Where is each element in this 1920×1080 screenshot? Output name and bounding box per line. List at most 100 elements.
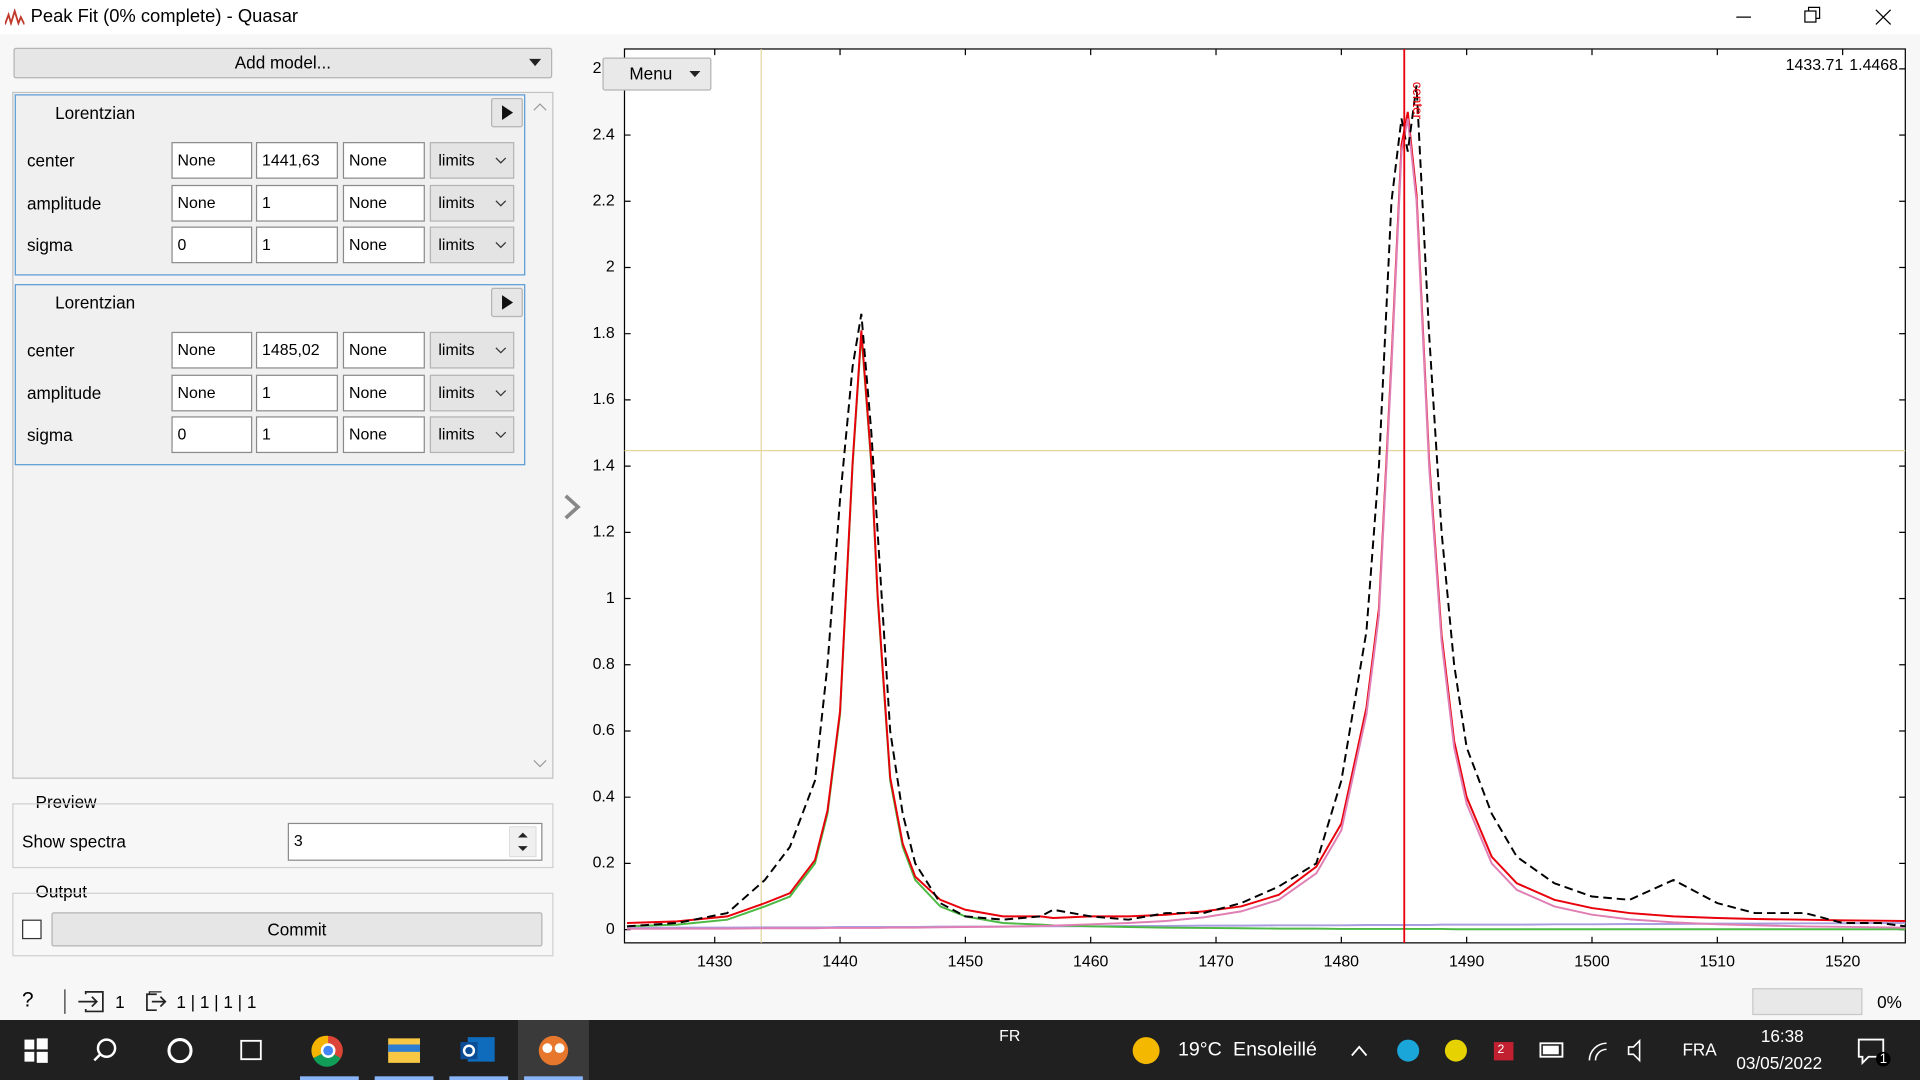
- x-tick-label: 1480: [1324, 954, 1360, 971]
- language: FRA: [1682, 1039, 1717, 1060]
- chevron: [495, 389, 507, 396]
- dropdown-arrow: [528, 58, 542, 67]
- param-field[interactable]: None: [171, 184, 253, 222]
- collapse-arrow[interactable]: [561, 492, 583, 521]
- add-model-label: Add model...: [234, 52, 331, 73]
- param-field[interactable]: 1: [255, 374, 338, 411]
- output-counts: 1 | 1 | 1 | 1: [176, 991, 257, 1012]
- param-field[interactable]: 1: [255, 226, 338, 264]
- limits-combo[interactable]: limits: [429, 226, 515, 264]
- y-tick-label: 0: [606, 921, 615, 938]
- output-title: Output: [35, 881, 87, 902]
- weather: Ensoleillé: [1233, 1039, 1317, 1061]
- show-spectra-spinbox[interactable]: 3: [287, 822, 543, 861]
- menu-button[interactable]: Menu: [602, 57, 712, 91]
- param-field[interactable]: 1: [255, 184, 338, 222]
- commit-button[interactable]: Commit: [51, 912, 543, 947]
- y-tick-label: 0.2: [593, 855, 615, 872]
- param-field[interactable]: None: [342, 226, 425, 264]
- param-field[interactable]: None: [342, 374, 425, 411]
- scroll-up[interactable]: [533, 102, 548, 112]
- limits-combo[interactable]: limits: [429, 184, 515, 222]
- x-tick-label: 1430: [697, 954, 733, 971]
- y-tick-label: 2.2: [593, 192, 615, 209]
- combo-arrow: [495, 389, 507, 396]
- y-tick-label: 1.2: [593, 524, 615, 541]
- taskbar-apps[interactable]: [0, 1020, 600, 1080]
- param-name: center: [26, 150, 75, 171]
- expand-model[interactable]: [491, 97, 523, 128]
- chart: 1430 1440 1450 1460 1470 1480 1490 1500 1510 1520…: [593, 48, 1906, 971]
- param-field[interactable]: 0: [171, 226, 253, 264]
- title-bar: Peak Fit (0% complete) - Quasar: [0, 0, 1920, 35]
- taskbar: FR 19°C Ensoleillé 2 FRA 16:38 03/05/2022 1: [0, 1020, 1920, 1080]
- scroll-down[interactable]: [533, 759, 548, 769]
- commit-label: Commit: [267, 919, 327, 940]
- y-tick-label: 1.6: [593, 391, 615, 408]
- y-tick-label: 2: [606, 259, 615, 276]
- param-field[interactable]: 1441,63: [255, 142, 338, 179]
- param-field[interactable]: None: [342, 331, 425, 369]
- param-field[interactable]: None: [171, 331, 253, 369]
- cursor-coordinates: 1433.71 1.4468: [1786, 57, 1898, 74]
- limits-combo[interactable]: limits: [429, 374, 515, 411]
- x-tick-label: 1470: [1198, 954, 1234, 971]
- limits-label: limits: [438, 192, 475, 212]
- param-field[interactable]: 1485,02: [255, 331, 338, 369]
- param-field[interactable]: None: [342, 184, 425, 222]
- limits-combo[interactable]: limits: [429, 416, 515, 454]
- chevron: [495, 157, 507, 164]
- x-tick-label: 1490: [1449, 954, 1485, 971]
- param-field[interactable]: None: [342, 142, 425, 179]
- expand-model[interactable]: [491, 287, 523, 318]
- param-field[interactable]: 1: [255, 416, 338, 454]
- limits-combo[interactable]: limits: [429, 331, 515, 369]
- notification-count: 1: [1875, 1051, 1891, 1067]
- input-indicator: FR: [999, 1026, 1021, 1045]
- tray-icons[interactable]: [1127, 1020, 1911, 1080]
- param-name: sigma: [26, 424, 73, 445]
- center-marker-label: center: [1410, 82, 1425, 120]
- combo-arrow: [495, 157, 507, 164]
- app-icon: [4, 8, 25, 26]
- param-field[interactable]: None: [171, 374, 253, 411]
- show-spectra-value: 3: [293, 831, 303, 850]
- combo-arrow: [495, 431, 507, 439]
- play-triangle: [502, 295, 514, 310]
- model-card: Lorentzian center None 1485,02 None limits amp…: [14, 284, 526, 466]
- cursor-x: 1433.71: [1786, 57, 1844, 74]
- param-field[interactable]: None: [342, 416, 425, 454]
- menu-label: Menu: [629, 63, 673, 84]
- show-spectra-label: Show spectra: [22, 831, 126, 852]
- models-scroll-area: Lorentzian center None 1441,63 None limits amp…: [12, 91, 554, 779]
- param-name: sigma: [26, 235, 73, 255]
- x-tick-label: 1500: [1574, 954, 1610, 971]
- x-tick-label: 1440: [822, 954, 858, 971]
- limits-combo[interactable]: limits: [429, 142, 515, 179]
- spin-arrows[interactable]: [509, 826, 537, 858]
- param-name: amplitude: [26, 382, 102, 403]
- remove-model[interactable]: [24, 295, 39, 310]
- remove-model[interactable]: [24, 105, 39, 120]
- play-icon: [502, 295, 514, 310]
- window-title: Peak Fit (0% complete) - Quasar: [30, 6, 299, 27]
- series-line: [626, 118, 1906, 930]
- status-icons: [64, 989, 162, 1014]
- preview-title: Preview: [35, 792, 97, 812]
- help-icon[interactable]: ?: [22, 988, 34, 1012]
- auto-commit-checkbox[interactable]: [22, 919, 42, 940]
- clock-time: 16:38: [1760, 1026, 1804, 1046]
- progress-text: 0%: [1877, 991, 1902, 1012]
- window-controls[interactable]: [1714, 0, 1920, 34]
- x-tick-label: 1460: [1073, 954, 1109, 971]
- chevron: [495, 431, 507, 439]
- limits-label: limits: [438, 340, 475, 359]
- series-line: [626, 85, 1906, 928]
- param-field[interactable]: 0: [171, 416, 253, 454]
- y-tick-label: 1.8: [593, 325, 615, 342]
- add-model-button[interactable]: Add model...: [13, 47, 553, 79]
- limits-label: limits: [438, 150, 475, 169]
- param-field[interactable]: None: [171, 142, 253, 179]
